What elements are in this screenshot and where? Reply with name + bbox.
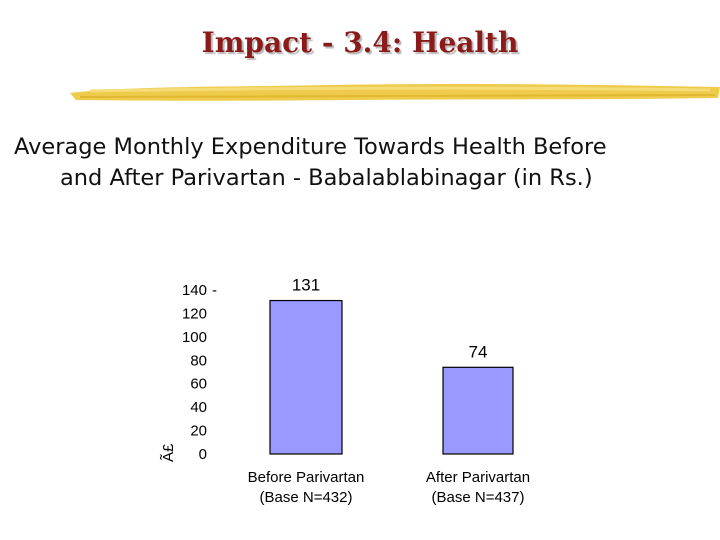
chart-subtitle: Average Monthly Expenditure Towards Heal… <box>14 132 714 194</box>
y-tick-label: 60 <box>190 376 207 393</box>
category-label: After Parivartan <box>426 469 530 486</box>
y-tick-label: 20 <box>190 423 207 440</box>
y-tick-label: 80 <box>190 352 207 369</box>
y-tick-label: 140 <box>182 282 207 299</box>
category-label: (Base N=437) <box>432 489 525 506</box>
y-axis-label: Ã£ <box>160 443 177 462</box>
y-tick-label: 100 <box>182 329 207 346</box>
subtitle-line-1: Average Monthly Expenditure Towards Heal… <box>14 134 607 160</box>
subtitle-line-2: and After Parivartan - Babalablabinagar … <box>60 165 593 191</box>
data-label: 131 <box>292 276 320 295</box>
highlighter-stroke <box>70 83 720 101</box>
y-axis-dash: - <box>212 282 217 299</box>
category-label: Before Parivartan <box>248 469 365 486</box>
y-tick-label: 40 <box>190 399 207 416</box>
y-tick-label: 0 <box>199 446 207 463</box>
y-tick-label: 120 <box>182 305 207 322</box>
slide-title: Impact - 3.4: Health <box>201 26 519 59</box>
bar <box>442 366 514 455</box>
bar <box>269 299 343 455</box>
data-label: 74 <box>469 342 488 361</box>
category-label: (Base N=432) <box>260 489 353 506</box>
